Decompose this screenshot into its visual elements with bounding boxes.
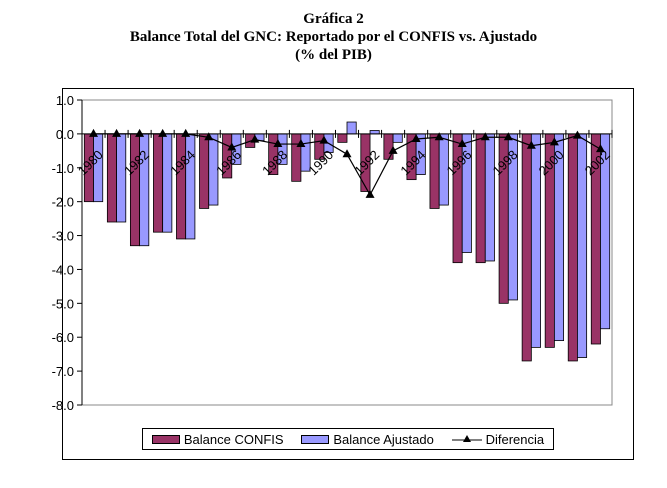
marker-diferencia-1989	[296, 139, 306, 148]
bar-confis-1991	[337, 133, 348, 143]
marker-diferencia-2002	[595, 144, 605, 153]
chart-subtitle: Balance Total del GNC: Reportado por el …	[129, 29, 538, 45]
marker-diferencia-1988	[273, 139, 283, 148]
legend-item-ajustado: Balance Ajustado	[301, 431, 434, 447]
marker-diferencia-1995	[434, 132, 444, 141]
bar-ajustado-1983	[162, 133, 173, 233]
marker-diferencia-1984	[181, 128, 191, 137]
legend-item-confis: Balance CONFIS	[151, 431, 284, 447]
marker-diferencia-2001	[572, 130, 582, 139]
marker-diferencia-1980	[89, 128, 99, 137]
y-tick-label: -1.0	[52, 161, 74, 176]
legend-label: Diferencia	[485, 431, 545, 447]
marker-diferencia-1990	[319, 135, 329, 144]
chart-title: Gráfica 2	[303, 11, 364, 27]
bar-confis-1999	[521, 133, 532, 362]
legend-swatch-confis	[151, 434, 180, 444]
bar-ajustado-1981	[116, 133, 127, 223]
y-tick-label: -2.0	[52, 195, 74, 210]
bar-confis-2001	[567, 133, 578, 362]
marker-diferencia-1996	[457, 139, 467, 148]
marker-diferencia-1986	[227, 142, 237, 151]
marker-diferencia-1999	[526, 140, 536, 149]
bar-ajustado-1991	[346, 121, 357, 135]
bar-confis-1989	[291, 133, 302, 182]
legend-swatch-ajustado	[301, 434, 330, 444]
marker-diferencia-1997	[480, 132, 490, 141]
bar-confis-1995	[429, 133, 440, 209]
bar-ajustado-1997	[484, 133, 495, 262]
marker-diferencia-1994	[411, 133, 421, 142]
chart-frame	[62, 88, 634, 460]
y-tick-label: -4.0	[52, 262, 74, 277]
y-tick-label: -3.0	[52, 229, 74, 244]
marker-diferencia-1985	[204, 132, 214, 141]
bar-confis-1997	[475, 133, 486, 264]
marker-diferencia-1998	[503, 132, 513, 141]
bar-confis-1993	[383, 133, 394, 160]
bar-ajustado-1993	[392, 133, 403, 143]
legend-item-diferencia: Diferencia	[451, 431, 545, 447]
y-tick-label: -7.0	[52, 364, 74, 379]
marker-diferencia-1983	[158, 128, 168, 137]
marker-diferencia-1981	[112, 128, 122, 137]
chart-subtitle-units: (% del PIB)	[295, 47, 372, 63]
bar-confis-1985	[199, 133, 210, 209]
y-tick-label: -6.0	[52, 330, 74, 345]
legend-label: Balance CONFIS	[183, 431, 284, 447]
marker-diferencia-1987	[250, 134, 260, 143]
bar-confis-1981	[106, 133, 117, 223]
y-tick-label: 1.0	[56, 93, 74, 108]
marker-diferencia-1993	[388, 145, 398, 154]
bar-ajustado-1992	[369, 130, 380, 135]
marker-diferencia-1992	[365, 189, 375, 198]
bar-confis-1983	[153, 133, 164, 233]
marker-diferencia-1991	[342, 149, 352, 158]
marker-diferencia-1982	[135, 128, 145, 137]
legend-label: Balance Ajustado	[333, 431, 434, 447]
y-tick-label: -5.0	[52, 296, 74, 311]
y-tick-label: 0.0	[56, 127, 74, 142]
legend: Balance CONFIS Balance Ajustado Diferenc…	[142, 428, 554, 450]
marker-diferencia-2000	[549, 137, 559, 146]
y-tick-label: -8.0	[52, 398, 74, 413]
legend-line-triangle-icon	[451, 435, 482, 442]
